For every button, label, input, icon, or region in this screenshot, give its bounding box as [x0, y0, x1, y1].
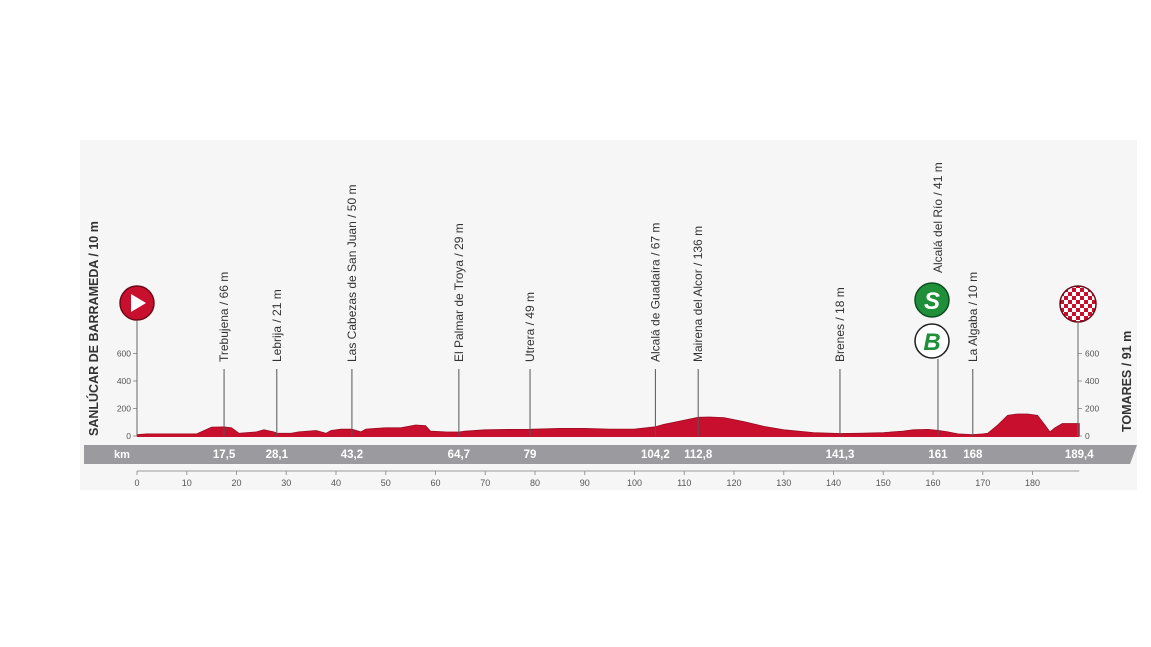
location-label: Utrera / 49 m	[523, 292, 537, 362]
location-label: Mairena del Alcor / 136 m	[691, 226, 705, 362]
y-tick-label-right: 200	[1085, 404, 1099, 414]
x-tick-label: 90	[580, 478, 590, 488]
km-bar-value: 104,2	[641, 449, 670, 461]
km-bar-value: 112,8	[684, 449, 713, 461]
location-label: Las Cabezas de San Juan / 50 m	[345, 185, 359, 362]
y-tick-label-right: 400	[1085, 376, 1099, 386]
km-bar-value: 189,4	[1065, 449, 1094, 461]
x-tick-label: 160	[925, 478, 940, 488]
x-tick-label: 0	[134, 478, 139, 488]
location-label: La Algaba / 10 m	[966, 272, 980, 362]
x-tick-label: 60	[430, 478, 440, 488]
x-tick-label: 70	[480, 478, 490, 488]
location-markers: Trebujena / 66 m Lebrija / 21 m Las Cabeza…	[217, 162, 980, 436]
y-tick-label-left: 600	[117, 349, 131, 359]
x-tick-label: 30	[281, 478, 291, 488]
location-label: Alcalá del Río / 41 m	[931, 162, 945, 273]
x-tick-label: 120	[726, 478, 741, 488]
x-tick-label: 80	[530, 478, 540, 488]
km-bar-value: 168	[963, 449, 983, 461]
location-label: Brenes / 18 m	[833, 287, 847, 362]
x-tick-label: 140	[826, 478, 841, 488]
y-tick-label-right: 600	[1085, 349, 1099, 359]
km-bar-value: 79	[524, 449, 537, 461]
km-bar-values: 17,5 28,1 43,2 64,7 79 104,2 112,8 141,3 161 168 1…	[213, 449, 1094, 461]
x-tick-label: 20	[231, 478, 241, 488]
location-label: Lebrija / 21 m	[270, 289, 284, 362]
x-tick-label: 10	[182, 478, 192, 488]
x-tick-label: 50	[381, 478, 391, 488]
x-tick-label: 150	[876, 478, 891, 488]
km-bar-value: 28,1	[266, 449, 289, 461]
km-bar-value: 64,7	[448, 449, 470, 461]
km-bar-label: km	[114, 449, 130, 461]
x-tick-label: 100	[627, 478, 642, 488]
x-axis: 0 10 20 30 40 50 60 70 80 90 100 110 120 130 140 150 160…	[134, 470, 1080, 488]
x-tick-label: 180	[1025, 478, 1040, 488]
bonus-badge: B	[914, 323, 950, 359]
km-bar-value: 161	[928, 449, 948, 461]
location-label: El Palmar de Troya / 29 m	[452, 223, 466, 362]
location-label: Trebujena / 66 m	[217, 272, 231, 362]
km-bar-value: 141,3	[826, 449, 855, 461]
y-tick-label-left: 400	[117, 376, 131, 386]
km-bar-value: 17,5	[213, 449, 236, 461]
y-tick-label-right: 0	[1085, 431, 1090, 441]
start-play-icon	[119, 285, 155, 321]
x-tick-label: 130	[776, 478, 791, 488]
sprint-badge-letter: S	[924, 288, 940, 315]
x-tick-label: 170	[975, 478, 990, 488]
location-label: Alcalá de Guadaíra / 67 m	[648, 223, 662, 362]
km-bar	[84, 445, 1137, 464]
finish-checkered-icon	[1059, 285, 1097, 323]
km-bar-value: 43,2	[341, 449, 363, 461]
x-tick-label: 40	[331, 478, 341, 488]
x-tick-label: 110	[677, 478, 691, 488]
start-label: SANLÚCAR DE BARRAMEDA / 10 m	[86, 221, 101, 436]
y-tick-label-left: 200	[117, 404, 131, 414]
y-tick-label-left: 0	[126, 431, 131, 441]
finish-label: TOMARES / 91 m	[1120, 331, 1134, 432]
bonus-badge-letter: B	[923, 329, 940, 356]
sprint-badge: S	[914, 282, 950, 318]
